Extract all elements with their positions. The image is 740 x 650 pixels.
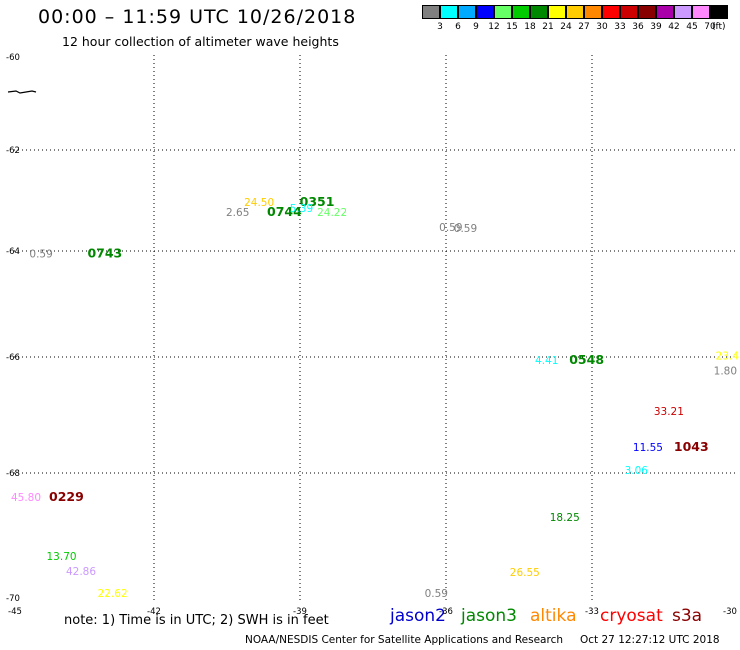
legend-value: 33 <box>614 22 626 32</box>
wave-height-value: 0.59 <box>454 223 477 235</box>
legend-swatch <box>602 5 620 19</box>
legend-value: 12 <box>488 22 500 32</box>
longitude-tick-label: -39 <box>293 607 307 617</box>
wave-height-value: 5.39 <box>290 203 313 215</box>
wave-height-value: 0.59 <box>439 222 462 234</box>
legend-value: 45 <box>686 22 698 32</box>
satellite-cryosat: cryosat <box>600 606 663 626</box>
satellite-s3a: s3a <box>672 606 703 626</box>
lat-lon-grid <box>14 55 738 600</box>
observation-time-label: 0744 <box>267 204 302 219</box>
longitude-tick-label: -42 <box>147 607 161 617</box>
legend-value: 70 <box>704 22 716 32</box>
wave-height-value: 1.80 <box>714 365 737 377</box>
legend-swatch <box>566 5 584 19</box>
wave-height-value: 24.22 <box>317 207 347 219</box>
wave-height-value: 33.21 <box>654 406 684 418</box>
observation-time-label: 0548 <box>569 352 604 367</box>
legend-value: 18 <box>524 22 536 32</box>
wave-height-value: 42.86 <box>66 566 96 578</box>
legend-swatch <box>512 5 530 19</box>
legend-value: 30 <box>596 22 608 32</box>
wave-height-value: 23.41 <box>716 350 740 362</box>
legend-value: 39 <box>650 22 662 32</box>
footnote: note: 1) Time is in UTC; 2) SWH is in fe… <box>64 613 329 628</box>
latitude-tick-label: -62 <box>6 146 20 156</box>
legend-value: 6 <box>455 22 461 32</box>
observation-time-label: 1043 <box>674 439 709 454</box>
legend-swatch <box>422 5 440 19</box>
latitude-tick-label: -60 <box>6 53 20 63</box>
map-title: 00:00 – 11:59 UTC 10/26/2018 <box>38 6 357 28</box>
longitude-tick-label: -36 <box>439 607 453 617</box>
latitude-tick-label: -68 <box>6 469 20 479</box>
legend-value: 24 <box>560 22 572 32</box>
wave-height-value: 11.55 <box>633 442 663 454</box>
legend-swatch <box>494 5 512 19</box>
wave-height-value: 26.55 <box>510 567 540 579</box>
legend-value: 36 <box>632 22 644 32</box>
legend-swatch <box>710 5 728 19</box>
legend-swatch <box>548 5 566 19</box>
coastline-fragment <box>7 90 37 94</box>
axis-tick-labels: -45 -42 -39 -36 -33 -30 -60 -62 -64 -66 -68 -70 <box>6 53 737 617</box>
longitude-tick-label: -33 <box>585 607 599 617</box>
wave-height-value: 22.62 <box>98 588 128 600</box>
wave-height-value: 4.41 <box>535 355 558 367</box>
wave-height-value: 13.70 <box>47 551 77 563</box>
legend-value: 27 <box>578 22 590 32</box>
legend-unit-label: (ft) <box>712 22 726 32</box>
observation-time-label: 0743 <box>87 246 122 261</box>
legend-value: 42 <box>668 22 680 32</box>
wave-height-value: 45.80 <box>11 492 41 504</box>
latitude-tick-label: -64 <box>6 247 20 257</box>
legend-swatch <box>692 5 710 19</box>
satellite-jason2: jason2 <box>390 606 446 626</box>
legend-swatch <box>476 5 494 19</box>
map-subtitle: 12 hour collection of altimeter wave hei… <box>62 34 339 49</box>
legend-value: 21 <box>542 22 554 32</box>
legend-swatch <box>584 5 602 19</box>
legend-swatch <box>458 5 476 19</box>
legend-swatch <box>620 5 638 19</box>
legend-value: 9 <box>473 22 479 32</box>
legend-swatch <box>674 5 692 19</box>
satellite-jason3: jason3 <box>461 606 517 626</box>
legend-swatch <box>638 5 656 19</box>
wave-height-value: 3.06 <box>625 465 649 477</box>
footer-credit: NOAA/NESDIS Center for Satellite Applica… <box>245 634 563 646</box>
legend-swatch <box>656 5 674 19</box>
wave-height-value: 2.65 <box>226 207 249 219</box>
legend-swatch <box>530 5 548 19</box>
legend-swatch <box>440 5 458 19</box>
observation-time-label: 0229 <box>49 489 84 504</box>
latitude-tick-label: -70 <box>6 594 20 604</box>
satellite-altika: altika <box>530 606 577 626</box>
legend-value: 15 <box>506 22 518 32</box>
observation-time-label: 0351 <box>300 194 335 209</box>
wave-height-value: 18.25 <box>550 512 580 524</box>
latitude-tick-label: -66 <box>6 353 20 363</box>
footer-timestamp: Oct 27 12:27:12 UTC 2018 <box>580 634 720 646</box>
wave-height-value: 0.59 <box>29 249 52 261</box>
longitude-tick-label: -30 <box>723 607 737 617</box>
wave-height-value: 24.50 <box>244 197 274 209</box>
longitude-tick-label: -45 <box>8 607 22 617</box>
legend-value: 3 <box>437 22 443 32</box>
wave-height-value: 0.59 <box>425 588 448 600</box>
